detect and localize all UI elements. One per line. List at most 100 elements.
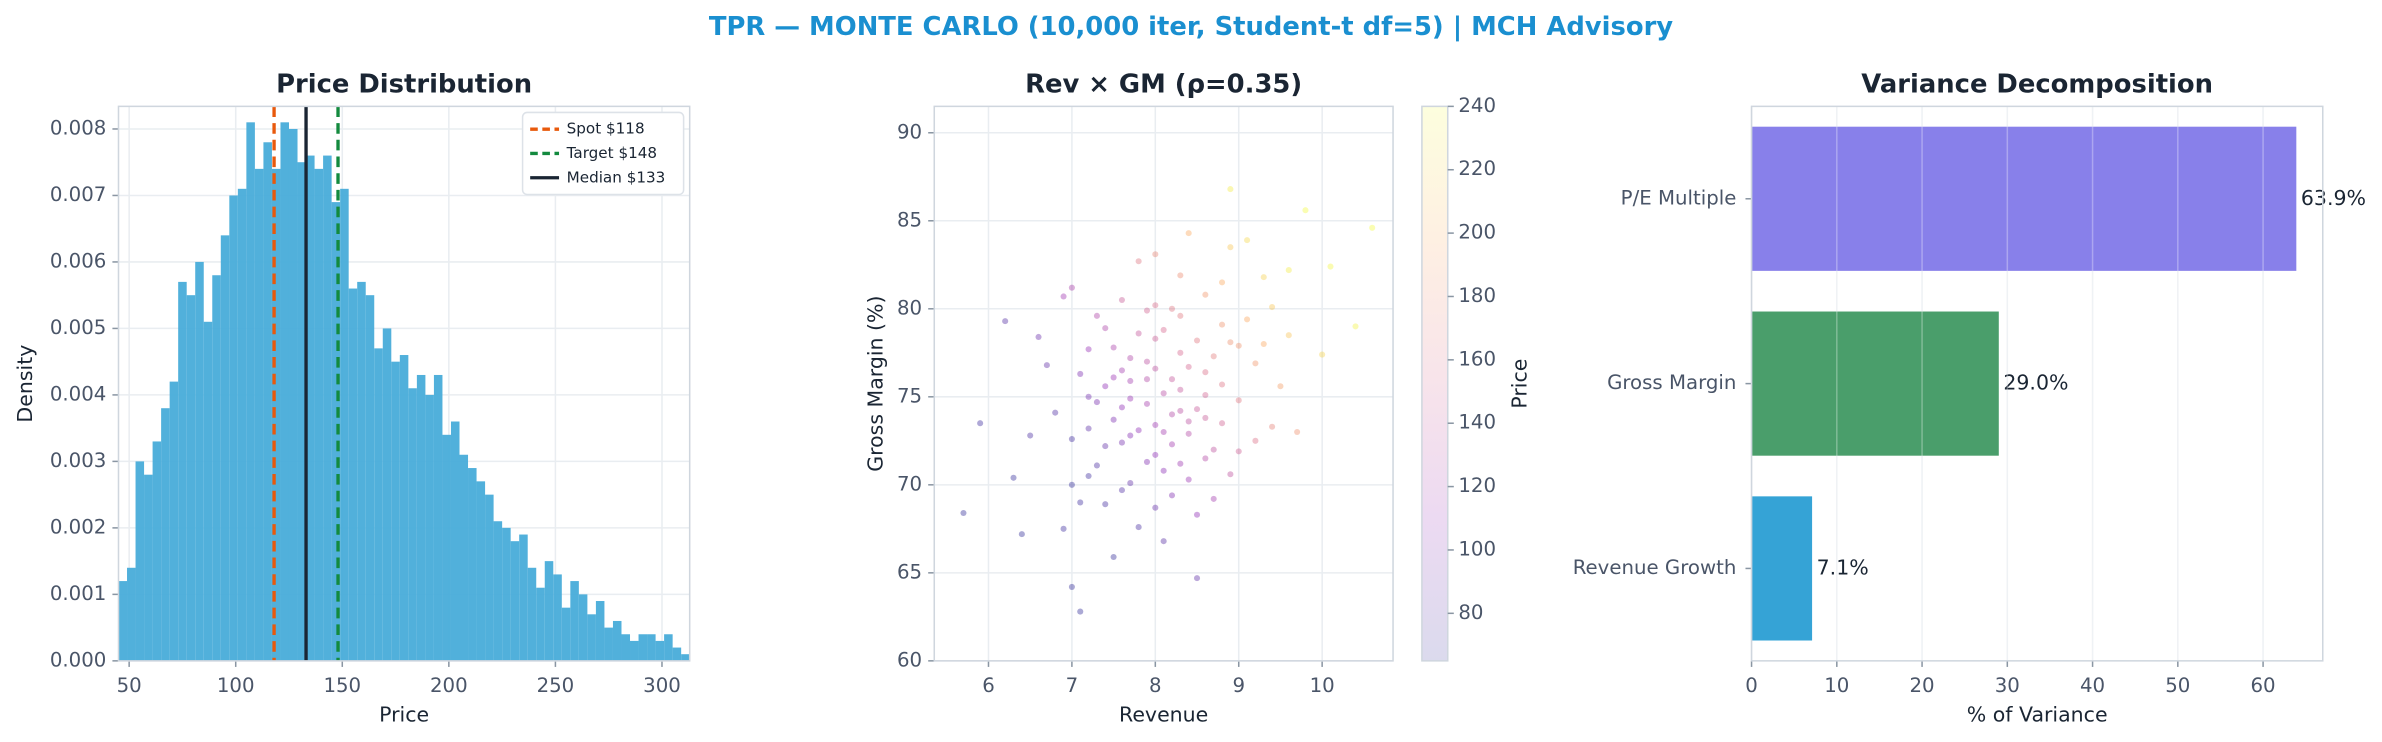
- histogram-bar: [612, 620, 622, 661]
- scatter-point: [1219, 381, 1226, 388]
- plot-frame: [1750, 105, 2324, 662]
- scatter-point: [1177, 386, 1184, 393]
- scatter-point: [1260, 274, 1267, 281]
- x-tick-label: 60: [2251, 674, 2276, 697]
- scatter-point: [1227, 471, 1234, 478]
- histogram-bar: [186, 295, 196, 661]
- scatter-point: [1285, 332, 1292, 339]
- scatter-point: [1143, 376, 1151, 383]
- scatter-point: [1277, 383, 1284, 390]
- y-axis-label: Gross Margin (%): [864, 295, 888, 471]
- histogram-bar: [587, 614, 596, 661]
- scatter-point: [1168, 441, 1176, 448]
- y-tick-label: 75: [897, 384, 922, 407]
- legend: Spot $118 Target $148 Median $133: [521, 111, 685, 196]
- scatter-point: [1102, 383, 1109, 390]
- scatter-point: [1160, 467, 1167, 474]
- histogram-bar: [630, 640, 639, 661]
- histogram-bar: [237, 188, 247, 661]
- histogram-bar: [638, 634, 648, 661]
- y-tick-label: 80: [897, 296, 922, 319]
- colorbar-tick-label: 140: [1458, 411, 1496, 434]
- scatter-point: [1168, 411, 1176, 418]
- scatter-point: [1269, 303, 1276, 311]
- histogram-bar: [323, 155, 332, 661]
- histogram-bar: [118, 581, 128, 661]
- scatter-point: [1110, 374, 1117, 381]
- scatter-point: [1202, 392, 1209, 399]
- scatter-point: [1202, 414, 1209, 421]
- figure-title: TPR — MONTE CARLO (10,000 iter, Student-…: [709, 12, 1673, 42]
- histogram-bar: [152, 441, 162, 661]
- scatter-point: [1177, 272, 1184, 279]
- scatter-point: [1252, 437, 1259, 444]
- y-tick-label: 70: [897, 472, 922, 495]
- x-tick-label: 200: [430, 674, 468, 697]
- colorbar-label: Price: [1508, 359, 1532, 409]
- scatter-point: [1135, 330, 1142, 337]
- scatter-point: [1210, 495, 1217, 502]
- y-tick-label: 0.006: [50, 249, 107, 272]
- scatter-point: [1193, 337, 1201, 344]
- scatter-point: [1210, 353, 1217, 360]
- histogram-bar: [331, 202, 341, 661]
- scatter-point: [1185, 230, 1192, 237]
- scatter-point: [1235, 448, 1242, 455]
- histogram-bar: [672, 647, 682, 661]
- scatter-point: [1177, 349, 1184, 356]
- scatter-point: [1110, 344, 1117, 351]
- histogram-bar: [476, 481, 486, 661]
- scatter-point: [1269, 423, 1276, 430]
- y-tick-label: 0.002: [50, 515, 107, 538]
- x-axis-label: Price: [379, 703, 429, 727]
- scatter-point: [1369, 224, 1376, 231]
- histogram-bar: [263, 142, 272, 661]
- y-tick-label: 85: [897, 208, 922, 231]
- histogram-bar: [416, 374, 426, 661]
- scatter-point: [1152, 335, 1159, 342]
- scatter-point: [1152, 302, 1159, 309]
- scatter-point: [1052, 409, 1059, 416]
- scatter-point: [1127, 395, 1134, 402]
- scatter-point: [1168, 376, 1176, 383]
- scatter-point: [1118, 404, 1125, 411]
- histogram-bar: [595, 601, 605, 661]
- scatter-point: [1110, 553, 1117, 561]
- scatter-point: [1302, 207, 1309, 214]
- x-tick-label: 10: [1824, 674, 1849, 697]
- histogram-bar: [271, 168, 281, 661]
- x-tick-label: 40: [2080, 674, 2105, 697]
- histogram-bar: [681, 654, 690, 661]
- histogram-bar: [450, 421, 460, 661]
- histogram-bar: [459, 454, 469, 661]
- scatter-point: [1060, 525, 1067, 532]
- scatter-point: [1160, 326, 1167, 333]
- scatter-point: [1319, 351, 1326, 358]
- scatter-point: [1227, 339, 1234, 346]
- histogram-bar: [254, 168, 264, 661]
- histogram-bar: [570, 581, 579, 661]
- scatter-point: [1102, 325, 1109, 332]
- scatter-point: [1202, 291, 1209, 298]
- histogram-bar: [510, 541, 520, 661]
- y-tick-label: 60: [897, 648, 922, 671]
- axes: Rev × GM (ρ=0.35) Revenue Gross Margin (%)…: [864, 70, 1532, 727]
- colorbar-tick-label: 180: [1458, 284, 1496, 307]
- scatter-point: [1235, 397, 1242, 404]
- scatter-point: [1018, 531, 1025, 538]
- scatter-point: [1185, 476, 1192, 483]
- scatter-point: [1118, 296, 1125, 304]
- histogram-bar: [161, 408, 170, 661]
- x-tick-label: 10: [1310, 674, 1335, 697]
- x-tick-label: 6: [982, 674, 995, 697]
- scatter-point: [1227, 186, 1234, 193]
- scatter-point: [1127, 377, 1134, 385]
- x-axis-label: % of Variance: [1967, 703, 2108, 727]
- scatter-point: [1068, 481, 1075, 488]
- scatter-point: [1093, 399, 1100, 406]
- scatter-point: [1118, 487, 1125, 494]
- histogram-bar: [195, 261, 204, 661]
- chart-title: Rev × GM (ρ=0.35): [1025, 70, 1302, 100]
- scatter-point: [1068, 284, 1075, 291]
